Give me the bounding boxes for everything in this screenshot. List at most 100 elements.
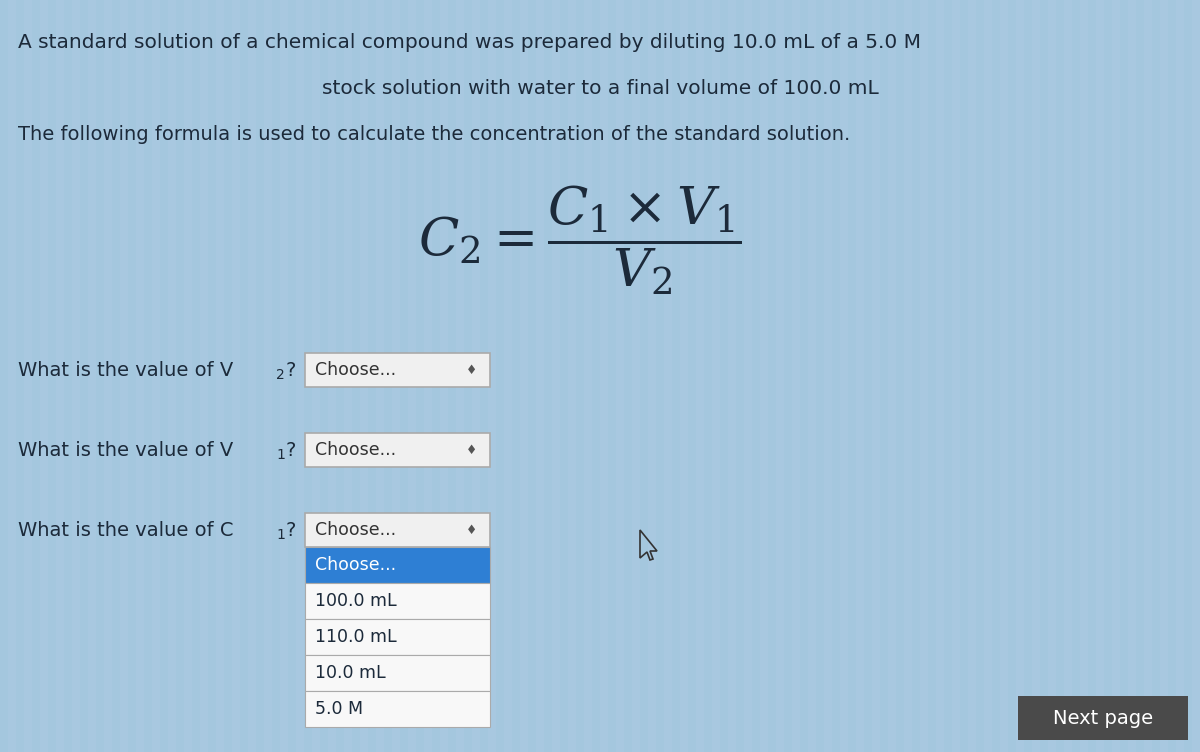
Text: stock solution with water to a final volume of 100.0 mL: stock solution with water to a final vol… [322,78,878,98]
Bar [32,0,40,752]
Bar [1024,0,1032,752]
Bar [1008,0,1016,752]
Text: ?: ? [286,441,296,459]
Bar [704,0,712,752]
Bar [992,0,1000,752]
Bar [208,0,216,752]
Text: 5.0 M: 5.0 M [314,700,364,718]
Bar [576,0,584,752]
Bar [592,0,600,752]
Bar [656,0,664,752]
Bar [272,0,280,752]
Text: 1: 1 [276,528,284,542]
Bar [304,0,312,752]
Bar [752,0,760,752]
Bar [944,0,952,752]
Bar [288,0,296,752]
Bar [688,0,696,752]
Bar [352,0,360,752]
Text: What is the value of V: What is the value of V [18,441,233,459]
FancyBboxPatch shape [305,433,490,467]
Bar [608,0,616,752]
Bar [768,0,776,752]
Bar [0,0,8,752]
Bar [400,0,408,752]
Bar [720,0,728,752]
Bar [1136,0,1144,752]
Text: ♦: ♦ [467,363,478,377]
Bar [1104,0,1112,752]
FancyBboxPatch shape [305,547,490,583]
Bar [1152,0,1160,752]
Text: Choose...: Choose... [314,521,396,539]
Bar [192,0,200,752]
Text: 1: 1 [276,448,284,462]
Text: ♦: ♦ [467,444,478,456]
Bar [736,0,744,752]
Bar [48,0,56,752]
Bar [800,0,808,752]
Text: 110.0 mL: 110.0 mL [314,628,397,646]
Bar [80,0,88,752]
Bar [1184,0,1192,752]
Bar [560,0,568,752]
Text: ♦: ♦ [467,523,478,536]
FancyBboxPatch shape [305,353,490,387]
Bar [784,0,792,752]
Bar [672,0,680,752]
Bar [960,0,968,752]
Bar [160,0,168,752]
Bar [640,0,648,752]
Bar [976,0,984,752]
Bar [624,0,632,752]
Bar [224,0,232,752]
FancyBboxPatch shape [305,513,490,547]
Text: A standard solution of a chemical compound was prepared by diluting 10.0 mL of a: A standard solution of a chemical compou… [18,32,922,51]
Text: 10.0 mL: 10.0 mL [314,664,385,682]
Bar [512,0,520,752]
FancyBboxPatch shape [305,691,490,727]
Bar [896,0,904,752]
FancyBboxPatch shape [1018,696,1188,740]
Bar [112,0,120,752]
Bar [384,0,392,752]
Bar [1056,0,1064,752]
Bar [1088,0,1096,752]
Bar [176,0,184,752]
Bar [464,0,472,752]
Bar [416,0,424,752]
Text: Choose...: Choose... [314,441,396,459]
Bar [368,0,376,752]
Bar [320,0,328,752]
Bar [240,0,248,752]
Bar [336,0,344,752]
Bar [544,0,552,752]
Text: Choose...: Choose... [314,556,396,574]
Text: $\mathit{C}_2=\dfrac{\mathit{C}_1\times \mathit{V}_1}{\mathit{V}_2}$: $\mathit{C}_2=\dfrac{\mathit{C}_1\times … [418,183,742,297]
Text: The following formula is used to calculate the concentration of the standard sol: The following formula is used to calcula… [18,126,851,144]
Bar [1120,0,1128,752]
Bar [1040,0,1048,752]
Bar [528,0,536,752]
Bar [432,0,440,752]
Text: ?: ? [286,360,296,380]
Text: 2: 2 [276,368,284,382]
Text: Next page: Next page [1052,708,1153,727]
Text: What is the value of C: What is the value of C [18,520,234,539]
Bar [928,0,936,752]
Bar [16,0,24,752]
FancyBboxPatch shape [305,619,490,655]
Bar [256,0,264,752]
Bar [912,0,920,752]
Bar [880,0,888,752]
Bar [480,0,488,752]
Bar [1168,0,1176,752]
Bar [496,0,504,752]
FancyBboxPatch shape [305,583,490,619]
Bar [1072,0,1080,752]
Bar [864,0,872,752]
Bar [96,0,104,752]
Text: What is the value of V: What is the value of V [18,360,233,380]
Bar [64,0,72,752]
Text: 100.0 mL: 100.0 mL [314,592,397,610]
